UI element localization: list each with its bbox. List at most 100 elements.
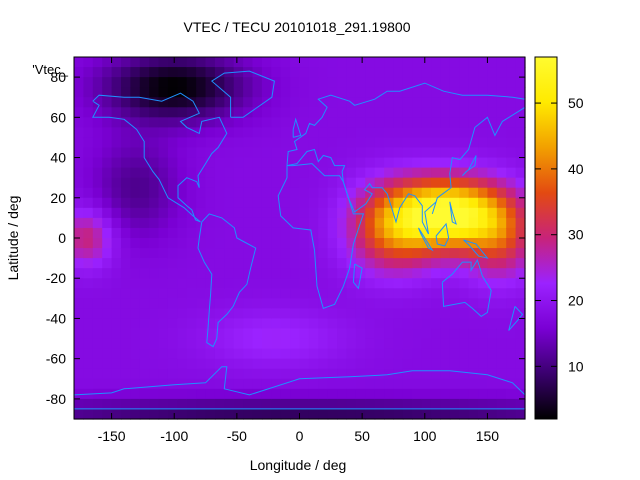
heatmap-cell [496,57,507,68]
heatmap-cell [261,157,272,169]
heatmap-cell [271,268,282,279]
heatmap-cell [261,378,272,390]
heatmap-cell [167,107,178,118]
heatmap-cell [308,57,319,68]
heatmap-cell [384,358,395,370]
heatmap-cell [496,147,507,159]
heatmap-cell [224,378,235,390]
heatmap-cell [515,77,526,88]
heatmap-cell [243,117,254,128]
heatmap-cell [224,177,235,189]
heatmap-cell [139,117,150,128]
heatmap-cell [355,248,366,259]
heatmap-cell [384,197,395,209]
heatmap-cell [177,258,188,269]
heatmap-cell [280,97,291,108]
heatmap-cell [393,187,404,199]
heatmap-cell [111,408,122,420]
heatmap-cell [515,258,526,269]
heatmap-cell [120,107,131,118]
heatmap-cell [271,298,282,309]
heatmap-cell [374,408,385,420]
heatmap-cell [280,328,291,340]
heatmap-cell [449,388,460,400]
heatmap-cell [102,318,113,330]
heatmap-cell [243,348,254,360]
heatmap-cell [233,167,244,179]
heatmap-cell [261,87,272,98]
heatmap-cells [74,57,526,420]
heatmap-cell [271,77,282,88]
heatmap-cell [243,147,254,159]
heatmap-cell [487,67,498,78]
heatmap-cell [177,127,188,139]
heatmap-cell [261,127,272,139]
heatmap-cell [177,107,188,118]
heatmap-cell [243,238,254,249]
heatmap-cell [402,358,413,370]
heatmap-cell [92,408,103,420]
heatmap-cell [412,67,423,78]
heatmap-cell [83,328,94,340]
heatmap-cell [261,248,272,259]
heatmap-cell [496,318,507,330]
heatmap-cell [346,278,357,289]
heatmap-cell [327,147,338,159]
heatmap-cell [421,308,432,320]
heatmap-cell [374,187,385,199]
heatmap-cell [290,288,301,299]
heatmap-cell [205,187,216,199]
heatmap-cell [299,358,310,370]
heatmap-cell [290,318,301,330]
heatmap-cell [280,358,291,370]
heatmap-cell [261,197,272,209]
heatmap-cell [449,137,460,149]
heatmap-cell [271,137,282,149]
heatmap-cell [402,187,413,199]
heatmap-cell [459,378,470,390]
heatmap-cell [74,398,84,410]
heatmap-cell [280,107,291,118]
heatmap-cell [440,147,451,159]
heatmap-cell [337,217,348,229]
heatmap-cell [92,398,103,410]
heatmap-cell [327,408,338,420]
heatmap-cell [167,348,178,360]
heatmap-cell [440,57,451,68]
heatmap-cell [308,298,319,309]
heatmap-cell [421,97,432,108]
heatmap-cell [290,258,301,269]
heatmap-cell [487,207,498,219]
heatmap-cell [459,227,470,239]
heatmap-cell [186,338,197,350]
heatmap-cell [459,238,470,249]
heatmap-cell [431,107,442,118]
heatmap-cell [327,167,338,179]
heatmap-cell [233,248,244,259]
heatmap-cell [318,97,329,108]
heatmap-cell [196,358,207,370]
heatmap-cell [120,308,131,320]
heatmap-cell [130,318,141,330]
heatmap-cell [515,248,526,259]
heatmap-cell [402,348,413,360]
heatmap-cell [74,87,84,98]
heatmap-cell [205,358,216,370]
heatmap-cell [421,127,432,139]
heatmap-cell [308,318,319,330]
heatmap-cell [139,57,150,68]
heatmap-cell [92,338,103,350]
heatmap-cell [299,398,310,410]
heatmap-cell [280,197,291,209]
heatmap-cell [421,238,432,249]
heatmap-cell [74,57,84,68]
heatmap-cell [214,238,225,249]
heatmap-cell [468,378,479,390]
heatmap-cell [205,368,216,380]
heatmap-cell [421,107,432,118]
heatmap-cell [280,217,291,229]
heatmap-cell [83,398,94,410]
heatmap-cell [177,77,188,88]
heatmap-cell [337,197,348,209]
heatmap-cell [515,147,526,159]
